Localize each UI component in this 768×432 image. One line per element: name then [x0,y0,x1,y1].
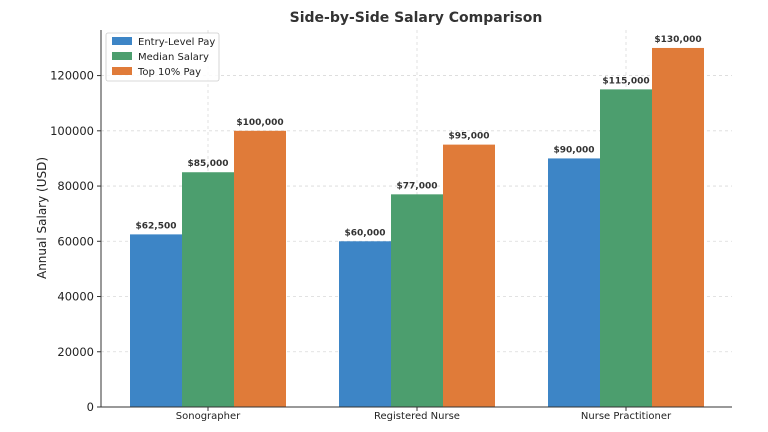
bar-value-label: $100,000 [236,118,283,128]
bars [130,47,704,408]
bar-value-label: $90,000 [554,145,595,155]
y-axis-label: Annual Salary (USD) [35,157,49,279]
y-tick-label: 40000 [57,290,94,304]
bar-top-10-pay-registered-nurse [443,144,495,407]
legend-label: Entry-Level Pay [138,37,215,48]
y-tick-label: 0 [87,400,94,414]
bar-value-label: $115,000 [602,76,649,86]
y-tick-label: 20000 [57,345,94,359]
bar-value-label: $60,000 [345,228,386,238]
bar-median-salary-nurse-practitioner [600,89,652,407]
y-tick-label: 60000 [57,234,94,248]
legend-label: Top 10% Pay [137,67,201,78]
bar-median-salary-registered-nurse [391,194,443,407]
legend-box [105,32,220,82]
x-tick-label: Registered Nurse [374,411,460,422]
bar-value-label: $130,000 [654,35,701,45]
bar-value-label: $85,000 [188,159,229,169]
axes: 0 20000 40000 60000 80000 100000 120000 Sonogra… [50,30,732,422]
legend-swatch [112,52,132,60]
data-labels: $62,500 $60,000 $90,000 $85,000 $77,000 $115,… [136,35,702,238]
y-tick-label: 100000 [50,124,94,138]
bar-entry-level-pay-registered-nurse [339,241,391,407]
y-tick-label: 80000 [57,179,94,193]
y-tick-label: 120000 [50,69,94,83]
x-tick-label: Sonographer [176,411,241,422]
bar-entry-level-pay-sonographer [130,234,182,407]
legend-label: Median Salary [138,52,209,63]
legend: Entry-Level Pay Median Salary Top 10% Pay [105,32,220,82]
legend-swatch [112,37,132,45]
legend-swatch [112,67,132,75]
bar-entry-level-pay-nurse-practitioner [548,158,600,407]
chart-title: Side-by-Side Salary Comparison [290,10,543,26]
bar-top-10-pay-nurse-practitioner [652,47,704,407]
bar-value-label: $95,000 [449,132,490,142]
bar-value-label: $62,500 [136,221,177,231]
bar-median-salary-sonographer [182,172,234,407]
bar-value-label: $77,000 [397,181,438,191]
x-tick-label: Nurse Practitioner [581,411,672,422]
bar-top-10-pay-sonographer [234,130,286,408]
